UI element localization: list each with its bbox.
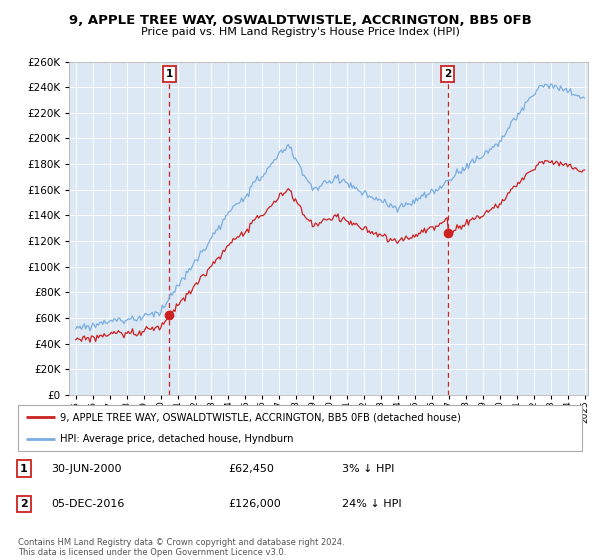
Text: 30-JUN-2000: 30-JUN-2000: [51, 464, 121, 474]
Text: £62,450: £62,450: [228, 464, 274, 474]
Text: 9, APPLE TREE WAY, OSWALDTWISTLE, ACCRINGTON, BB5 0FB: 9, APPLE TREE WAY, OSWALDTWISTLE, ACCRIN…: [68, 14, 532, 27]
Text: HPI: Average price, detached house, Hyndburn: HPI: Average price, detached house, Hynd…: [60, 435, 294, 444]
Text: £126,000: £126,000: [228, 499, 281, 509]
Text: 2: 2: [444, 69, 451, 80]
Text: Contains HM Land Registry data © Crown copyright and database right 2024.
This d: Contains HM Land Registry data © Crown c…: [18, 538, 344, 557]
Text: 2: 2: [20, 499, 28, 509]
FancyBboxPatch shape: [18, 405, 582, 451]
Text: 24% ↓ HPI: 24% ↓ HPI: [342, 499, 401, 509]
Text: 05-DEC-2016: 05-DEC-2016: [51, 499, 124, 509]
Text: 9, APPLE TREE WAY, OSWALDTWISTLE, ACCRINGTON, BB5 0FB (detached house): 9, APPLE TREE WAY, OSWALDTWISTLE, ACCRIN…: [60, 412, 461, 422]
Text: 1: 1: [166, 69, 173, 80]
Text: 1: 1: [20, 464, 28, 474]
Text: Price paid vs. HM Land Registry's House Price Index (HPI): Price paid vs. HM Land Registry's House …: [140, 27, 460, 37]
Text: 3% ↓ HPI: 3% ↓ HPI: [342, 464, 394, 474]
